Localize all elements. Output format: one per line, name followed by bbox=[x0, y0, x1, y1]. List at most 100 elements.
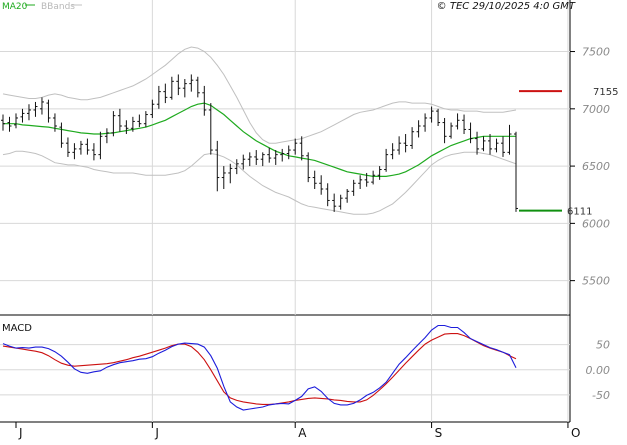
price-bar bbox=[286, 145, 291, 160]
price-bar bbox=[98, 131, 103, 160]
time-axis-ticks: JJASON bbox=[15, 422, 580, 440]
time-tick-label: A bbox=[298, 426, 307, 440]
price-bar bbox=[475, 131, 480, 155]
price-bars bbox=[1, 74, 518, 212]
price-bar bbox=[267, 147, 272, 163]
price-gridlines bbox=[0, 0, 570, 315]
price-bar bbox=[293, 138, 298, 155]
price-bar bbox=[455, 113, 460, 130]
price-bar bbox=[65, 137, 70, 157]
price-bar bbox=[358, 175, 363, 189]
price-bar bbox=[377, 166, 382, 180]
price-bar bbox=[247, 152, 252, 167]
price-bar bbox=[390, 143, 395, 160]
price-axis-ticks: 7500 7000 6500 6000 5500 bbox=[570, 46, 610, 288]
price-bar bbox=[20, 108, 25, 123]
macd-tick-label: 0.00 bbox=[586, 364, 611, 377]
price-bar bbox=[280, 148, 285, 162]
legend-bbands-label: BBands bbox=[41, 2, 75, 12]
price-bar bbox=[410, 127, 415, 149]
price-bar bbox=[215, 140, 220, 192]
price-bar bbox=[416, 120, 421, 138]
price-bar bbox=[46, 99, 51, 123]
price-bar bbox=[13, 113, 18, 129]
price-bar bbox=[325, 183, 330, 207]
price-bar bbox=[273, 150, 278, 165]
bbands-lower-line bbox=[2, 150, 517, 215]
price-bar bbox=[338, 194, 343, 210]
price-bar bbox=[202, 85, 207, 116]
legend-ma20-label: MA20 bbox=[2, 2, 28, 12]
macd-gridlines bbox=[0, 316, 570, 422]
support-label: 6111 bbox=[567, 207, 592, 218]
price-bar bbox=[72, 143, 77, 160]
price-bar bbox=[182, 79, 187, 98]
price-bar bbox=[488, 134, 493, 155]
level-lines: 7155 6111 bbox=[519, 87, 618, 218]
price-bar bbox=[351, 179, 356, 196]
price-tick-label: 6500 bbox=[582, 160, 610, 173]
macd-signal-line bbox=[2, 333, 517, 405]
price-bar bbox=[507, 124, 512, 155]
price-bar bbox=[319, 175, 324, 195]
price-bar bbox=[1, 114, 5, 131]
ma20-line-group bbox=[3, 102, 516, 177]
bbands-upper-line bbox=[2, 46, 517, 144]
price-bar bbox=[312, 170, 317, 189]
macd-tick-label: -50 bbox=[592, 389, 610, 402]
resistance-label: 7155 bbox=[593, 87, 618, 98]
price-bar bbox=[78, 140, 83, 155]
price-bar bbox=[468, 122, 473, 144]
macd-axis-ticks: 50 0.00 -50 bbox=[586, 339, 611, 402]
price-bar bbox=[169, 76, 174, 100]
macd-tick-label: 50 bbox=[596, 339, 610, 352]
price-bar bbox=[299, 136, 304, 161]
price-bar bbox=[208, 103, 213, 155]
price-bar bbox=[241, 154, 246, 170]
price-bar bbox=[234, 159, 239, 175]
price-bar bbox=[163, 83, 168, 104]
price-bar bbox=[436, 108, 441, 126]
ma20-line bbox=[3, 102, 516, 177]
price-bar bbox=[254, 150, 259, 165]
price-bar bbox=[143, 111, 148, 128]
price-bar bbox=[501, 136, 506, 157]
price-bar bbox=[39, 97, 44, 115]
price-bar bbox=[384, 148, 389, 172]
price-bar bbox=[481, 136, 486, 152]
price-bar bbox=[189, 74, 194, 92]
price-bar bbox=[59, 122, 64, 148]
copyright-text: © TEC 29/10/2025 4:0 GMT bbox=[437, 1, 576, 12]
price-bar bbox=[306, 152, 311, 183]
price-bar bbox=[117, 108, 122, 132]
price-bar bbox=[423, 113, 428, 132]
price-bar bbox=[156, 85, 161, 109]
price-bar bbox=[260, 152, 265, 167]
time-tick-label: J bbox=[154, 426, 159, 440]
macd-main-line bbox=[2, 324, 517, 411]
price-bar bbox=[397, 136, 402, 155]
price-bar bbox=[111, 111, 116, 137]
price-bar bbox=[345, 189, 350, 203]
time-tick-label: O bbox=[571, 426, 580, 440]
price-bar bbox=[7, 116, 12, 132]
price-bar bbox=[429, 106, 434, 123]
price-bar bbox=[228, 163, 233, 184]
price-bar bbox=[462, 114, 467, 135]
price-bar bbox=[332, 193, 337, 212]
price-bar bbox=[442, 117, 447, 144]
price-bar bbox=[130, 116, 135, 132]
price-bar bbox=[85, 138, 90, 155]
price-bar bbox=[124, 120, 129, 135]
price-tick-label: 6000 bbox=[582, 217, 610, 230]
price-bar bbox=[494, 138, 499, 153]
price-bar bbox=[449, 122, 454, 139]
macd-lines bbox=[2, 324, 517, 411]
price-bar bbox=[52, 113, 57, 132]
macd-panel-label: MACD bbox=[2, 323, 32, 334]
price-bar bbox=[104, 128, 109, 144]
time-tick-label: J bbox=[18, 426, 23, 440]
price-tick-label: 7000 bbox=[582, 103, 610, 116]
